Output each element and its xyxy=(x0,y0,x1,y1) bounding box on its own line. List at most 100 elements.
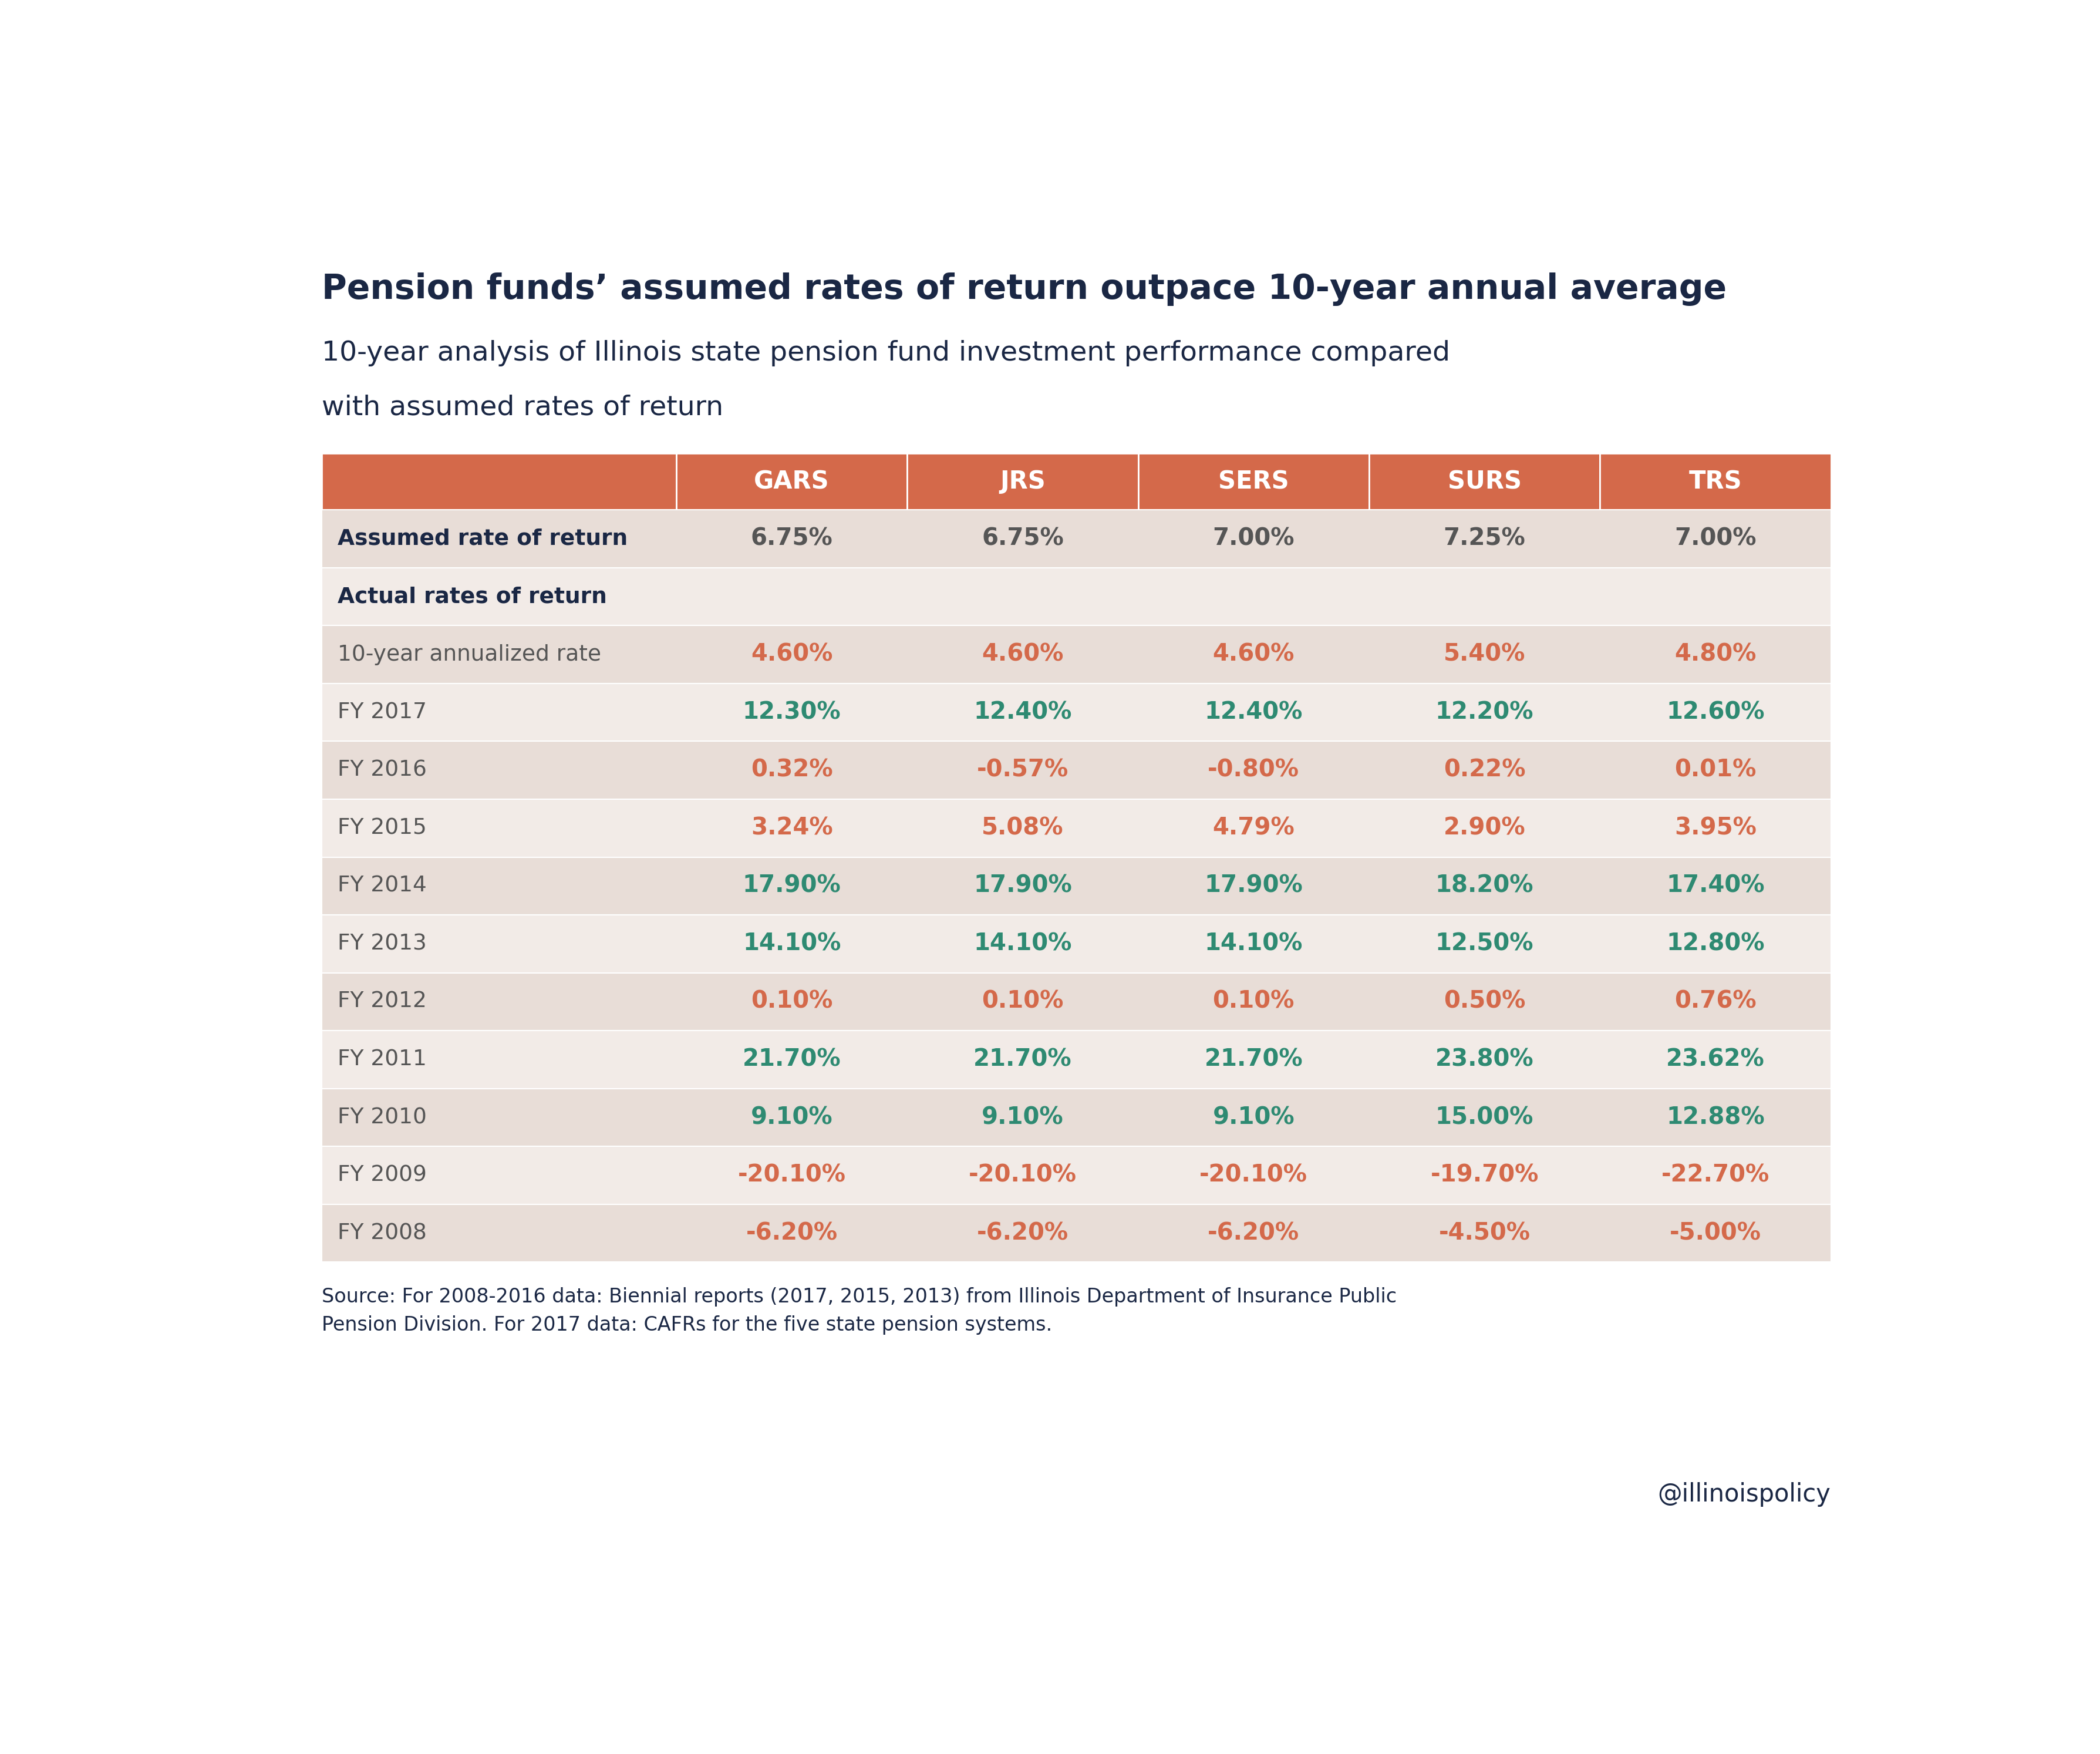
Text: 7.00%: 7.00% xyxy=(1212,526,1294,551)
Text: -20.10%: -20.10% xyxy=(737,1163,846,1187)
Text: 6.75%: 6.75% xyxy=(750,526,834,551)
Bar xyxy=(321,1031,1831,1089)
Text: 5.08%: 5.08% xyxy=(981,816,1063,840)
Text: 3.95%: 3.95% xyxy=(1674,816,1756,840)
Text: 0.10%: 0.10% xyxy=(983,989,1063,1014)
Text: 21.70%: 21.70% xyxy=(974,1047,1071,1072)
Bar xyxy=(321,626,1831,684)
Text: FY 2017: FY 2017 xyxy=(338,702,426,723)
Text: 9.10%: 9.10% xyxy=(981,1105,1065,1130)
Text: 0.32%: 0.32% xyxy=(752,758,834,782)
Text: 4.80%: 4.80% xyxy=(1674,642,1756,667)
Text: 12.88%: 12.88% xyxy=(1665,1105,1764,1130)
Text: 4.79%: 4.79% xyxy=(1212,816,1294,840)
Text: Actual rates of return: Actual rates of return xyxy=(338,586,607,607)
Text: 0.10%: 0.10% xyxy=(1212,989,1294,1014)
Bar xyxy=(321,510,1831,568)
Text: -6.20%: -6.20% xyxy=(976,1221,1069,1245)
Text: 2.90%: 2.90% xyxy=(1443,816,1525,840)
Text: 12.20%: 12.20% xyxy=(1434,700,1533,724)
Text: 14.10%: 14.10% xyxy=(743,931,840,956)
Text: 12.80%: 12.80% xyxy=(1665,931,1764,956)
Text: -6.20%: -6.20% xyxy=(1207,1221,1300,1245)
Text: -20.10%: -20.10% xyxy=(968,1163,1077,1187)
Text: 12.50%: 12.50% xyxy=(1434,931,1533,956)
Text: SERS: SERS xyxy=(1218,470,1289,495)
Text: 7.25%: 7.25% xyxy=(1443,526,1525,551)
Text: 0.76%: 0.76% xyxy=(1674,989,1756,1014)
Bar xyxy=(907,453,1138,510)
Text: 10-year analysis of Illinois state pension fund investment performance compared: 10-year analysis of Illinois state pensi… xyxy=(321,340,1449,367)
Text: 21.70%: 21.70% xyxy=(743,1047,840,1072)
Text: 9.10%: 9.10% xyxy=(1212,1105,1294,1130)
Text: 12.40%: 12.40% xyxy=(1205,700,1302,724)
Text: GARS: GARS xyxy=(754,470,830,495)
Text: -4.50%: -4.50% xyxy=(1439,1221,1531,1245)
Text: 0.50%: 0.50% xyxy=(1443,989,1525,1014)
Text: 17.40%: 17.40% xyxy=(1665,873,1764,898)
Bar xyxy=(1600,453,1831,510)
Text: Source: For 2008-2016 data: Biennial reports (2017, 2015, 2013) from Illinois De: Source: For 2008-2016 data: Biennial rep… xyxy=(321,1287,1396,1335)
Text: 12.60%: 12.60% xyxy=(1665,700,1764,724)
Bar xyxy=(321,1089,1831,1147)
Text: 9.10%: 9.10% xyxy=(752,1105,834,1130)
Text: 12.30%: 12.30% xyxy=(743,700,840,724)
Text: 12.40%: 12.40% xyxy=(974,700,1071,724)
Text: FY 2014: FY 2014 xyxy=(338,875,426,896)
Bar xyxy=(321,1147,1831,1205)
Bar xyxy=(321,916,1831,973)
Text: 17.90%: 17.90% xyxy=(743,873,840,898)
Bar xyxy=(676,453,907,510)
Bar xyxy=(321,1205,1831,1263)
Text: 14.10%: 14.10% xyxy=(1205,931,1302,956)
Text: 23.62%: 23.62% xyxy=(1665,1047,1764,1072)
Text: FY 2012: FY 2012 xyxy=(338,991,426,1012)
Bar xyxy=(1369,453,1600,510)
Text: JRS: JRS xyxy=(1000,470,1046,495)
Text: -20.10%: -20.10% xyxy=(1199,1163,1308,1187)
Text: 17.90%: 17.90% xyxy=(974,873,1071,898)
Text: 6.75%: 6.75% xyxy=(981,526,1065,551)
Text: FY 2013: FY 2013 xyxy=(338,933,426,954)
Text: @illinoispolicy: @illinoispolicy xyxy=(1657,1482,1831,1507)
Text: TRS: TRS xyxy=(1688,470,1743,495)
Bar xyxy=(321,973,1831,1031)
Text: 10-year annualized rate: 10-year annualized rate xyxy=(338,644,601,665)
Text: 0.10%: 0.10% xyxy=(752,989,834,1014)
Text: with assumed rates of return: with assumed rates of return xyxy=(321,395,722,421)
Text: 4.60%: 4.60% xyxy=(752,642,834,667)
Text: -0.80%: -0.80% xyxy=(1207,758,1300,782)
Text: -6.20%: -6.20% xyxy=(746,1221,838,1245)
Text: FY 2008: FY 2008 xyxy=(338,1223,426,1244)
Text: 7.00%: 7.00% xyxy=(1674,526,1756,551)
Text: 0.22%: 0.22% xyxy=(1443,758,1525,782)
Bar xyxy=(321,568,1831,626)
Text: 5.40%: 5.40% xyxy=(1443,642,1525,667)
Text: Pension funds’ assumed rates of return outpace 10-year annual average: Pension funds’ assumed rates of return o… xyxy=(321,272,1726,305)
Bar xyxy=(321,742,1831,800)
Text: 0.01%: 0.01% xyxy=(1674,758,1756,782)
Text: -5.00%: -5.00% xyxy=(1670,1221,1762,1245)
Bar xyxy=(1138,453,1369,510)
Text: SURS: SURS xyxy=(1447,470,1522,495)
Text: FY 2015: FY 2015 xyxy=(338,817,426,838)
Text: -0.57%: -0.57% xyxy=(976,758,1069,782)
Text: -19.70%: -19.70% xyxy=(1430,1163,1539,1187)
Text: 3.24%: 3.24% xyxy=(752,816,834,840)
Text: 15.00%: 15.00% xyxy=(1436,1105,1533,1130)
Text: 17.90%: 17.90% xyxy=(1203,873,1302,898)
Text: 23.80%: 23.80% xyxy=(1434,1047,1533,1072)
Bar xyxy=(321,800,1831,858)
Bar xyxy=(321,858,1831,916)
Text: FY 2010: FY 2010 xyxy=(338,1107,426,1128)
Text: FY 2009: FY 2009 xyxy=(338,1165,426,1186)
Text: FY 2016: FY 2016 xyxy=(338,759,426,781)
Text: 18.20%: 18.20% xyxy=(1434,873,1533,898)
Bar xyxy=(321,684,1831,742)
Bar xyxy=(321,453,676,510)
Text: 21.70%: 21.70% xyxy=(1205,1047,1302,1072)
Text: 14.10%: 14.10% xyxy=(974,931,1071,956)
Text: 4.60%: 4.60% xyxy=(983,642,1063,667)
Text: -22.70%: -22.70% xyxy=(1661,1163,1770,1187)
Text: FY 2011: FY 2011 xyxy=(338,1049,426,1070)
